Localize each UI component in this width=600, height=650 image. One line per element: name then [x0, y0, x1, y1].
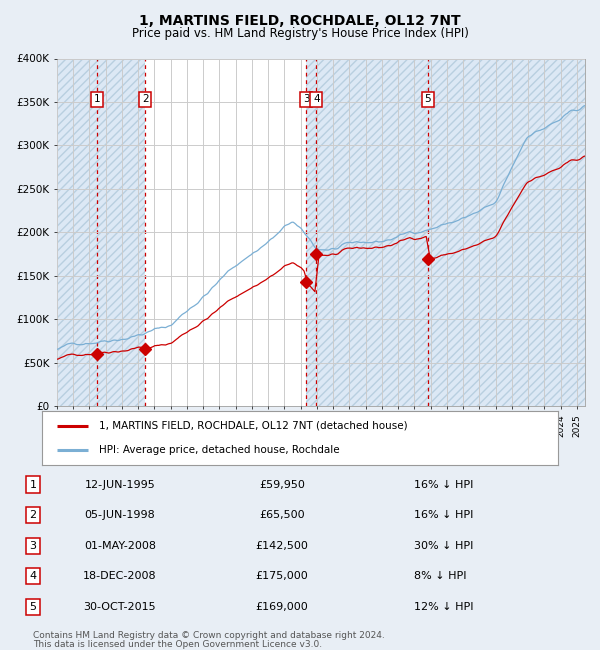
Text: 05-JUN-1998: 05-JUN-1998 — [85, 510, 155, 520]
Text: 3: 3 — [29, 541, 37, 551]
Text: 2: 2 — [142, 94, 149, 105]
Bar — [97, 58, 145, 406]
Bar — [57, 58, 97, 406]
Text: £175,000: £175,000 — [256, 571, 308, 581]
Text: 30-OCT-2015: 30-OCT-2015 — [83, 602, 157, 612]
Text: 1, MARTINS FIELD, ROCHDALE, OL12 7NT (detached house): 1, MARTINS FIELD, ROCHDALE, OL12 7NT (de… — [99, 421, 407, 431]
Text: 3: 3 — [303, 94, 310, 105]
Bar — [57, 58, 97, 406]
Text: HPI: Average price, detached house, Rochdale: HPI: Average price, detached house, Roch… — [99, 445, 340, 456]
Text: 30% ↓ HPI: 30% ↓ HPI — [414, 541, 473, 551]
Text: 16% ↓ HPI: 16% ↓ HPI — [414, 510, 473, 520]
Bar — [306, 58, 428, 406]
Text: 1: 1 — [94, 94, 100, 105]
Text: 1, MARTINS FIELD, ROCHDALE, OL12 7NT: 1, MARTINS FIELD, ROCHDALE, OL12 7NT — [139, 14, 461, 29]
Text: £169,000: £169,000 — [256, 602, 308, 612]
Text: 01-MAY-2008: 01-MAY-2008 — [84, 541, 156, 551]
Text: 4: 4 — [313, 94, 320, 105]
Text: £142,500: £142,500 — [256, 541, 308, 551]
Text: 16% ↓ HPI: 16% ↓ HPI — [414, 480, 473, 489]
Text: Price paid vs. HM Land Registry's House Price Index (HPI): Price paid vs. HM Land Registry's House … — [131, 27, 469, 40]
Text: 4: 4 — [29, 571, 37, 581]
Text: Contains HM Land Registry data © Crown copyright and database right 2024.: Contains HM Land Registry data © Crown c… — [33, 631, 385, 640]
Text: £65,500: £65,500 — [259, 510, 305, 520]
Text: 18-DEC-2008: 18-DEC-2008 — [83, 571, 157, 581]
Text: This data is licensed under the Open Government Licence v3.0.: This data is licensed under the Open Gov… — [33, 640, 322, 649]
Text: 12% ↓ HPI: 12% ↓ HPI — [414, 602, 473, 612]
Text: 8% ↓ HPI: 8% ↓ HPI — [414, 571, 467, 581]
Text: 2: 2 — [29, 510, 37, 520]
Text: 5: 5 — [425, 94, 431, 105]
Bar — [428, 58, 585, 406]
Text: 5: 5 — [29, 602, 37, 612]
Bar — [306, 58, 428, 406]
Text: 1: 1 — [29, 480, 37, 489]
Text: 12-JUN-1995: 12-JUN-1995 — [85, 480, 155, 489]
Bar — [97, 58, 145, 406]
Bar — [428, 58, 585, 406]
Text: £59,950: £59,950 — [259, 480, 305, 489]
